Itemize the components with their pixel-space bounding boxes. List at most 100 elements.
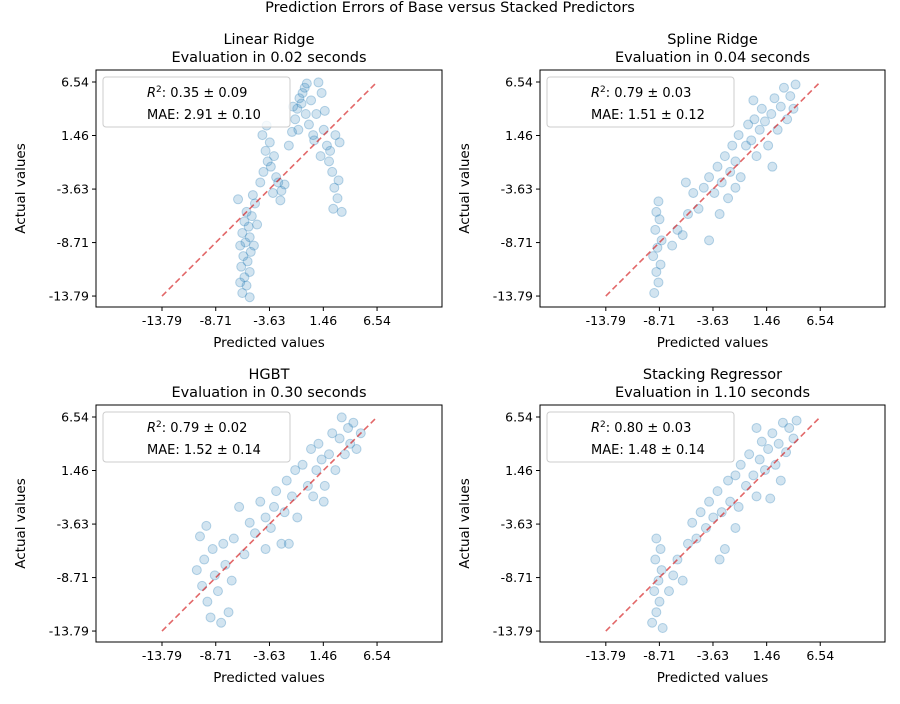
data-point [316,454,327,465]
data-point [300,109,311,120]
x-tick-label: -13.79 [142,648,182,663]
data-point [252,219,263,230]
data-point [267,187,278,198]
data-point [756,103,767,114]
data-point [327,166,338,177]
data-point [704,235,715,246]
legend: R2: 0.79 ± 0.03 MAE: 1.51 ± 0.12 [546,76,735,128]
data-point [336,206,347,217]
x-tick-label: -8.71 [200,648,232,663]
y-axis-label: Actual values [457,143,473,234]
data-point [740,140,751,151]
data-point [778,82,789,93]
data-point [275,195,286,206]
data-point [226,575,237,586]
data-point [273,177,284,188]
data-point [235,240,246,251]
data-point [651,206,662,217]
x-tick-label: 6.54 [806,648,834,663]
data-point [723,475,734,486]
subplot-1: Linear Ridge Evaluation in 0.02 seconds -1… [13,32,443,351]
data-point [656,565,667,576]
data-point [236,261,247,272]
legend: R2: 0.80 ± 0.03 MAE: 1.48 ± 0.14 [546,411,735,463]
data-point [306,444,317,455]
data-point [319,105,330,116]
data-point [216,617,227,628]
data-point [763,444,774,455]
data-point [333,175,344,186]
data-point [687,517,698,528]
r2-superscript: 2 [600,85,606,95]
data-point [663,586,674,597]
data-point [754,124,765,135]
data-point [677,230,688,241]
data-point [247,190,258,201]
data-point [716,177,727,188]
perfect-prediction-line [161,416,378,632]
data-point [201,520,212,531]
data-point [677,575,688,586]
data-point [655,259,666,270]
data-point [785,91,796,102]
data-point [791,415,802,426]
data-point [730,470,741,481]
legend-box [546,76,735,128]
y-tick-label: -8.71 [501,235,533,250]
y-tick-label: 1.46 [505,128,533,143]
y-tick-label: 1.46 [61,128,89,143]
data-point [241,280,252,291]
y-tick-label: -8.71 [57,235,89,250]
y-tick-label: 6.54 [505,75,533,90]
data-point [654,596,665,607]
data-point [290,465,301,476]
data-point [351,444,362,455]
data-point [207,544,218,555]
data-point [695,507,706,518]
data-point [327,428,338,439]
x-tick-label: 1.46 [309,313,337,328]
data-point [775,475,786,486]
data-point [654,214,665,225]
perfect-prediction-line [161,81,378,297]
r2-symbol: R [591,421,600,436]
data-point [292,103,303,114]
data-point [777,417,788,428]
data-point [301,78,312,89]
data-point [650,224,661,235]
y-tick-label: 6.54 [505,410,533,425]
data-point [265,522,276,533]
data-point [246,211,257,222]
data-point [191,565,202,576]
data-point [749,114,760,125]
data-point [315,151,326,162]
data-point [324,449,335,460]
data-point [769,93,780,104]
data-point [318,496,329,507]
data-point [237,227,248,238]
data-point [260,512,271,523]
data-point [235,277,246,288]
y-tick-label: -8.71 [501,570,533,585]
subplot-subtitle: Evaluation in 0.30 seconds [171,385,366,401]
data-point [651,533,662,544]
data-point [719,151,730,162]
scatter-points [233,77,347,303]
data-point [773,438,784,449]
r2-symbol: R [147,86,156,101]
data-point [205,612,216,623]
data-point [744,449,755,460]
r2-superscript: 2 [156,420,162,430]
data-point [244,517,255,528]
data-point [668,570,679,581]
data-point [212,586,223,597]
x-tick-label: -13.79 [586,648,626,663]
data-point [290,114,301,125]
data-point [238,251,249,262]
data-point [751,422,762,433]
legend-mae: MAE: 1.51 ± 0.12 [591,108,705,123]
data-point [698,182,709,193]
data-point [293,124,304,135]
r2-symbol: R [147,421,156,436]
legend-box [546,411,735,463]
